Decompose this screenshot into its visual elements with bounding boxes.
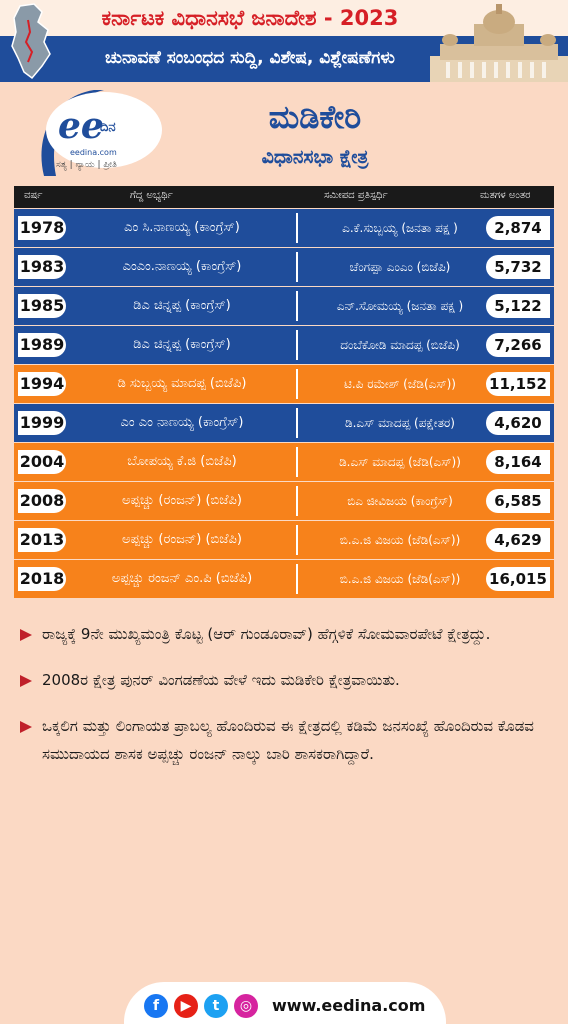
row-runner: ಚೆಂಗಪ್ಪಾ ಎಂಎಂ (ಬಿಜೆಪಿ) — [349, 260, 451, 274]
facebook-icon[interactable]: f — [144, 994, 168, 1018]
header-year: ವರ್ಷ — [24, 190, 43, 201]
row-winner: ಎಂ ಸಿ.ನಾಣಯ್ಯ (ಕಾಂಗ್ರೆಸ್) — [124, 220, 240, 235]
row-divider — [296, 252, 298, 282]
arrow-icon — [20, 721, 32, 733]
arrow-icon — [20, 675, 32, 687]
row-year: 1978 — [18, 216, 66, 240]
karnataka-map-icon — [11, 3, 51, 80]
arrow-icon — [20, 629, 32, 641]
row-divider — [296, 525, 298, 555]
logo-url: eedina.com — [70, 148, 117, 157]
table-row: 2018 ಅಪ್ಪಚ್ಚು ರಂಜನ್ ಎಂ.ಪಿ (ಬಿಜೆಪಿ) ಬಿ.ಎ.ಜಿ… — [14, 560, 554, 598]
row-winner: ಅಪ್ಪಚ್ಚು ರಂಜನ್ ಎಂ.ಪಿ (ಬಿಜೆಪಿ) — [111, 571, 253, 586]
row-year: 1989 — [18, 333, 66, 357]
row-year: 1983 — [18, 255, 66, 279]
assembly-label: ವಿಧಾನಸಭಾ ಕ್ಷೇತ್ರ — [261, 146, 369, 168]
row-runner: ಬಿಎ ಜೀವಿಜಯ (ಕಾಂಗ್ರೆಸ್) — [347, 494, 453, 508]
row-year: 2018 — [18, 567, 66, 591]
row-margin: 8,164 — [486, 450, 550, 474]
instagram-icon[interactable]: ◎ — [234, 994, 258, 1018]
logo-emblem-icon: ee — [41, 90, 162, 176]
header-subtitle: ಚುನಾವಣೆ ಸಂಬಂಧದ ಸುದ್ದಿ, ವಿಶೇಷ, ವಿಶ್ಲೇಷಣೆಗ… — [105, 48, 395, 68]
youtube-icon[interactable]: ▶ — [174, 994, 198, 1018]
row-margin: 4,629 — [486, 528, 550, 552]
table-row: 1978 ಎಂ ಸಿ.ನಾಣಯ್ಯ (ಕಾಂಗ್ರೆಸ್) ಎ.ಕೆ.ಸುಬ್ಬಯ್… — [14, 209, 554, 247]
row-margin: 2,874 — [486, 216, 550, 240]
row-divider — [296, 486, 298, 516]
logo-name: ದಿನ — [100, 120, 116, 135]
fact-text: ಒಕ್ಕಲಿಗ ಮತ್ತು ಲಿಂಗಾಯತ ಪ್ರಾಬಲ್ಯ ಹೊಂದಿರುವ … — [42, 717, 534, 763]
row-divider — [296, 330, 298, 360]
row-divider — [296, 213, 298, 243]
header-winner: ಗೆದ್ದ ಅಭ್ಯರ್ಥಿ — [130, 190, 173, 201]
row-margin: 6,585 — [486, 489, 550, 513]
vidhana-soudha-icon — [430, 4, 568, 82]
row-winner: ಎಂ ಎಂ ನಾಣಯ್ಯ (ಕಾಂಗ್ರೆಸ್) — [120, 415, 244, 430]
row-divider — [296, 447, 298, 477]
header-runner: ಸಮೀಪದ ಪ್ರತಿಸ್ಪರ್ಧಿ — [324, 190, 388, 201]
row-divider — [296, 564, 298, 594]
row-runner: ದಂಬೆಕೋಡಿ ಮಾದಪ್ಪ (ಬಿಜೆಪಿ) — [340, 338, 460, 352]
twitter-icon[interactable]: t — [204, 994, 228, 1018]
row-runner: ಎ.ಕೆ.ಸುಬ್ಬಯ್ಯ (ಜನತಾ ಪಕ್ಷ ) — [342, 221, 458, 235]
table-row: 1983 ಎಂಎಂ.ನಾಣಯ್ಯ (ಕಾಂಗ್ರೆಸ್) ಚೆಂಗಪ್ಪಾ ಎಂಎಂ… — [14, 248, 554, 286]
row-margin: 5,122 — [486, 294, 550, 318]
table-row: 1994 ಡಿ ಸುಬ್ಬಯ್ಯ ಮಾದಪ್ಪ (ಬಿಜೆಪಿ) ಟಿ.ಪಿ ರಮೇ… — [14, 365, 554, 403]
row-runner: ಟಿ.ಪಿ ರಮೇಶ್ (ಜೆಡಿ(ಎಸ್)) — [344, 377, 456, 391]
fact-text: ರಾಜ್ಯಕ್ಕೆ 9ನೇ ಮುಖ್ಯಮಂತ್ರಿ ಕೊಟ್ಟ (ಆರ್ ಗುಂ… — [42, 625, 491, 643]
row-winner: ಅಪ್ಪಚ್ಚು (ರಂಜನ್) (ಬಿಜೆಪಿ) — [122, 532, 242, 547]
fact-item: ಒಕ್ಕಲಿಗ ಮತ್ತು ಲಿಂಗಾಯತ ಪ್ರಾಬಲ್ಯ ಹೊಂದಿರುವ … — [20, 712, 550, 768]
row-winner: ಡಿ ಸುಬ್ಬಯ್ಯ ಮಾದಪ್ಪ (ಬಿಜೆಪಿ) — [117, 376, 247, 391]
header-title: ಕರ್ನಾಟಕ ವಿಧಾನಸಭೆ ಜನಾದೇಶ - 2023 — [101, 6, 399, 30]
row-runner: ಬಿ.ಎ.ಜಿ ವಿಜಯ (ಜೆಡಿ(ಎಸ್)) — [339, 572, 461, 586]
row-year: 2004 — [18, 450, 66, 474]
row-year: 1985 — [18, 294, 66, 318]
table-row: 2008 ಅಪ್ಪಚ್ಚು (ರಂಜನ್) (ಬಿಜೆಪಿ) ಬಿಎ ಜೀವಿಜಯ … — [14, 482, 554, 520]
row-year: 2013 — [18, 528, 66, 552]
table-row: 2004 ಬೋಪಯ್ಯ ಕೆ.ಜಿ (ಬಿಜೆಪಿ) ಡಿ.ಎಸ್ ಮಾದಪ್ಪ (… — [14, 443, 554, 481]
row-runner: ಬಿ.ಎ.ಜಿ ವಿಜಯ (ಜೆಡಿ(ಎಸ್)) — [339, 533, 461, 547]
row-winner: ಎಂಎಂ.ನಾಣಯ್ಯ (ಕಾಂಗ್ರೆಸ್) — [122, 259, 242, 274]
row-divider — [296, 369, 298, 399]
fact-item: 2008ರ ಕ್ಷೇತ್ರ ಪುನರ್ ವಿಂಗಡಣೆಯ ವೇಳೆ ಇದು ಮಡ… — [20, 666, 550, 694]
table-row: 1989 ಡಿಎ ಚಿನ್ನಪ್ಪ (ಕಾಂಗ್ರೆಸ್) ದಂಬೆಕೋಡಿ ಮಾದ… — [14, 326, 554, 364]
row-year: 1994 — [18, 372, 66, 396]
website-link[interactable]: www.eedina.com — [272, 996, 426, 1015]
table-row: 2013 ಅಪ್ಪಚ್ಚು (ರಂಜನ್) (ಬಿಜೆಪಿ) ಬಿ.ಎ.ಜಿ ವಿಜ… — [14, 521, 554, 559]
row-margin: 16,015 — [486, 567, 550, 591]
results-table: ವರ್ಷ ಗೆದ್ದ ಅಭ್ಯರ್ಥಿ ಸಮೀಪದ ಪ್ರತಿಸ್ಪರ್ಧಿ ಮ… — [14, 186, 554, 598]
facts-list: ರಾಜ್ಯಕ್ಕೆ 9ನೇ ಮುಖ್ಯಮಂತ್ರಿ ಕೊಟ್ಟ (ಆರ್ ಗುಂ… — [20, 620, 550, 786]
table-row: 1999 ಎಂ ಎಂ ನಾಣಯ್ಯ (ಕಾಂಗ್ರೆಸ್) ಡಿ.ಎಸ್ ಮಾದಪ್… — [14, 404, 554, 442]
row-year: 1999 — [18, 411, 66, 435]
row-runner: ಡಿ.ಎಸ್ ಮಾದಪ್ಪ (ಜೆಡಿ(ಎಸ್)) — [339, 455, 461, 469]
row-winner: ಬೋಪಯ್ಯ ಕೆ.ಜಿ (ಬಿಜೆಪಿ) — [127, 454, 237, 469]
table-header: ವರ್ಷ ಗೆದ್ದ ಅಭ್ಯರ್ಥಿ ಸಮೀಪದ ಪ್ರತಿಸ್ಪರ್ಧಿ ಮ… — [14, 186, 554, 208]
row-runner: ಡಿ.ಎಸ್ ಮಾದಪ್ಪ (ಪಕ್ಷೇತರ) — [345, 416, 455, 430]
table-body: 1978 ಎಂ ಸಿ.ನಾಣಯ್ಯ (ಕಾಂಗ್ರೆಸ್) ಎ.ಕೆ.ಸುಬ್ಬಯ್… — [14, 209, 554, 598]
row-winner: ಡಿಎ ಚಿನ್ನಪ್ಪ (ಕಾಂಗ್ರೆಸ್) — [133, 337, 231, 352]
eedina-logo: ee ದಿನ eedina.com ಸತ್ಯ | ನ್ಯಾಯ | ಪ್ರೀತಿ — [34, 86, 164, 182]
fact-item: ರಾಜ್ಯಕ್ಕೆ 9ನೇ ಮುಖ್ಯಮಂತ್ರಿ ಕೊಟ್ಟ (ಆರ್ ಗುಂ… — [20, 620, 550, 648]
row-winner: ಅಪ್ಪಚ್ಚು (ರಂಜನ್) (ಬಿಜೆಪಿ) — [122, 493, 242, 508]
row-margin: 5,732 — [486, 255, 550, 279]
row-margin: 4,620 — [486, 411, 550, 435]
header-margin: ಮತಗಳ ಅಂತರ — [480, 190, 531, 201]
header-banner: ಕರ್ನಾಟಕ ವಿಧಾನಸಭೆ ಜನಾದೇಶ - 2023 ಚುನಾವಣೆ ಸ… — [0, 0, 568, 82]
footer-bar: f ▶ t ◎ www.eedina.com — [124, 982, 446, 1024]
row-margin: 11,152 — [486, 372, 550, 396]
constituency-name: ಮಡಿಕೇರಿ — [268, 98, 362, 136]
header-top-band — [0, 0, 568, 36]
table-row: 1985 ಡಿಎ ಚಿನ್ನಪ್ಪ (ಕಾಂಗ್ರೆಸ್) ಎನ್.ಸೋಮಯ್ಯ (… — [14, 287, 554, 325]
svg-text:ee: ee — [58, 105, 104, 147]
row-divider — [296, 408, 298, 438]
row-winner: ಡಿಎ ಚಿನ್ನಪ್ಪ (ಕಾಂಗ್ರೆಸ್) — [133, 298, 231, 313]
row-margin: 7,266 — [486, 333, 550, 357]
row-runner: ಎನ್.ಸೋಮಯ್ಯ (ಜನತಾ ಪಕ್ಷ ) — [336, 299, 464, 313]
row-divider — [296, 291, 298, 321]
row-year: 2008 — [18, 489, 66, 513]
logo-tagline: ಸತ್ಯ | ನ್ಯಾಯ | ಪ್ರೀತಿ — [56, 160, 117, 170]
fact-text: 2008ರ ಕ್ಷೇತ್ರ ಪುನರ್ ವಿಂಗಡಣೆಯ ವೇಳೆ ಇದು ಮಡ… — [42, 671, 400, 689]
